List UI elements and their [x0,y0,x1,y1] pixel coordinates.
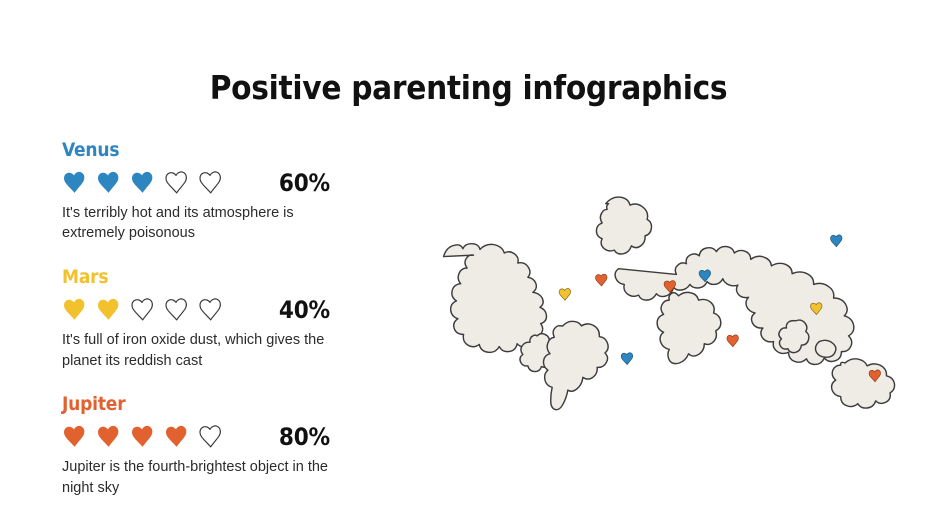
map-marker-central-europe [698,269,711,283]
page-title: Positive parenting infographics [209,68,728,108]
map-marker-north-america-west [558,288,571,301]
heart-filled-icon [64,172,85,194]
stat-row-venus: 60% [62,167,352,199]
heart-outline-icon [199,171,221,194]
map-marker-africa [726,334,739,348]
landmass-southeast-asia [778,319,810,354]
heart-outline-icon [199,425,221,448]
heart-filled-icon [98,172,119,194]
heart-filled-icon [64,299,85,321]
landmass-indonesia [814,339,837,359]
stat-description-mars: It's full of iron oxide dust, which give… [62,331,325,369]
world-map [425,143,925,463]
stat-heading-jupiter: Jupiter [62,393,126,416]
stat-percent-jupiter: 80% [278,422,330,451]
heart-filled-icon [166,426,187,448]
stats-list: Venus 60% It's terribly hot and its atmo… [62,140,352,498]
heart-outline-icon [199,298,221,321]
stat-heading-mars: Mars [62,266,109,289]
stat-description-jupiter: Jupiter is the fourth-brightest object i… [62,458,328,496]
stat-block-jupiter: Jupiter 80% Jupiter is the fourth-bright… [62,394,352,498]
map-landmasses [442,196,896,411]
landmass-greenland [595,196,653,255]
map-marker-north-asia [830,234,843,248]
landmass-north-america [442,243,548,354]
stat-block-mars: Mars 40% It's full of iron oxide dust, w… [62,267,352,371]
landmass-australia [830,358,896,409]
heart-rating-jupiter [62,424,223,449]
heart-filled-icon [132,172,153,194]
heart-outline-icon [131,298,153,321]
landmass-africa [656,291,722,365]
heart-filled-icon [98,299,119,321]
heart-filled-icon [64,426,85,448]
heart-filled-icon [98,426,119,448]
map-marker-north-america-east [595,273,608,287]
stat-percent-venus: 60% [278,168,330,197]
map-marker-australia [868,369,881,383]
heart-filled-icon [132,426,153,448]
heart-rating-mars [62,297,223,322]
stat-block-venus: Venus 60% It's terribly hot and its atmo… [62,140,352,244]
stat-heading-venus: Venus [62,139,120,161]
map-marker-southeast-asia [810,302,823,315]
map-markers [558,234,881,383]
stat-row-jupiter: 80% [62,421,352,453]
stat-description-venus: It's terribly hot and its atmosphere is … [62,204,294,242]
heart-outline-icon [165,298,187,321]
heart-outline-icon [165,171,187,194]
map-marker-south-america [620,352,634,365]
landmass-south-america [542,320,609,411]
stat-percent-mars: 40% [278,295,330,324]
map-marker-western-europe [663,280,676,293]
heart-rating-venus [62,170,223,195]
stat-row-mars: 40% [62,294,352,326]
